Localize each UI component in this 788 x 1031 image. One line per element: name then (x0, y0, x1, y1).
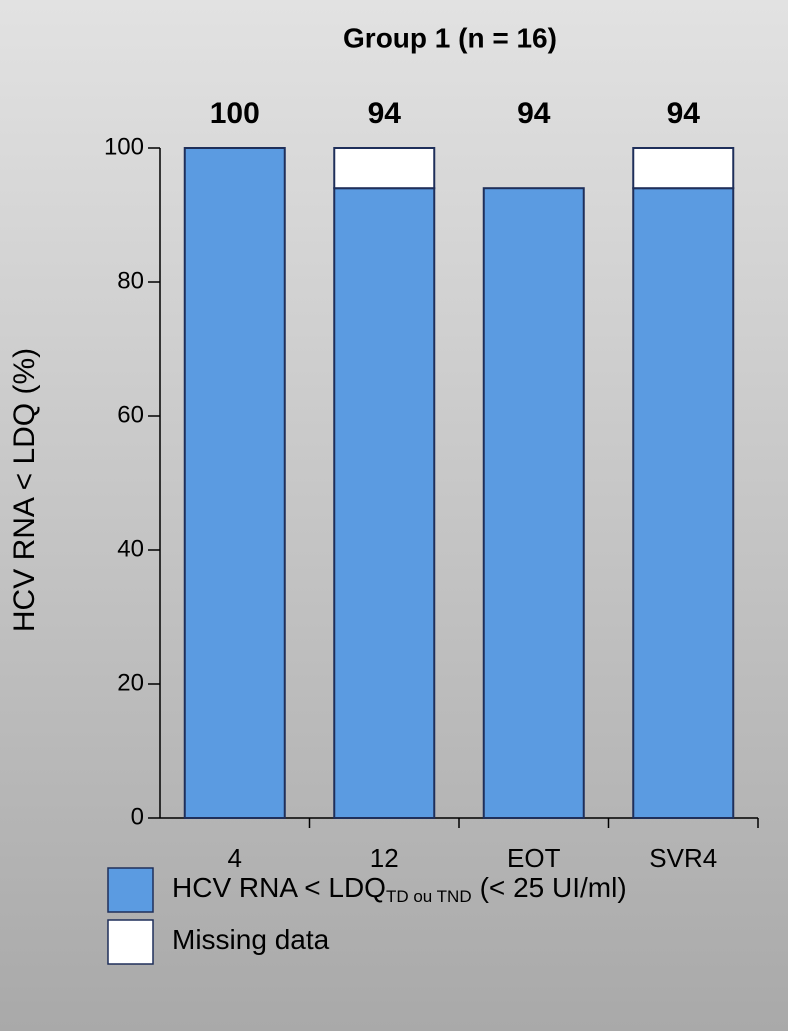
value-label: 94 (517, 97, 551, 130)
value-label: 100 (210, 97, 260, 130)
x-tick-label: EOT (507, 843, 561, 873)
x-tick-label: SVR4 (649, 843, 717, 873)
x-tick-label: 12 (370, 843, 399, 873)
y-axis-label: HCV RNA < LDQ (%) (8, 348, 41, 632)
bar-segment (183, 147, 286, 819)
bar-segment (632, 147, 735, 190)
y-tick-label: 80 (117, 267, 144, 294)
legend-name: HCV RNA < LDQ (172, 872, 386, 903)
legend-swatch (107, 867, 154, 913)
y-tick-label: 20 (117, 669, 144, 696)
x-tick-label: 4 (228, 843, 242, 873)
legend-swatch (107, 919, 154, 965)
bar-segment (482, 187, 585, 819)
y-tick-label: 40 (117, 535, 144, 562)
bar-segment (333, 187, 436, 819)
y-tick-label: 0 (131, 803, 144, 830)
legend-suffix: (< 25 UI/ml) (480, 872, 627, 903)
legend-subscript: TD ou TND (386, 887, 472, 906)
bar-segment (632, 187, 735, 819)
value-label: 94 (368, 97, 402, 130)
chart-title: Group 1 (n = 16) (343, 22, 557, 53)
legend-label: HCV RNA < LDQTD ou TND (< 25 UI/ml) (172, 872, 627, 906)
y-tick-label: 60 (117, 401, 144, 428)
bar-segment (333, 147, 436, 190)
y-tick-label: 100 (104, 133, 144, 160)
value-label: 94 (667, 97, 701, 130)
legend-name: Missing data (172, 924, 330, 955)
legend-label: Missing data (172, 924, 330, 955)
